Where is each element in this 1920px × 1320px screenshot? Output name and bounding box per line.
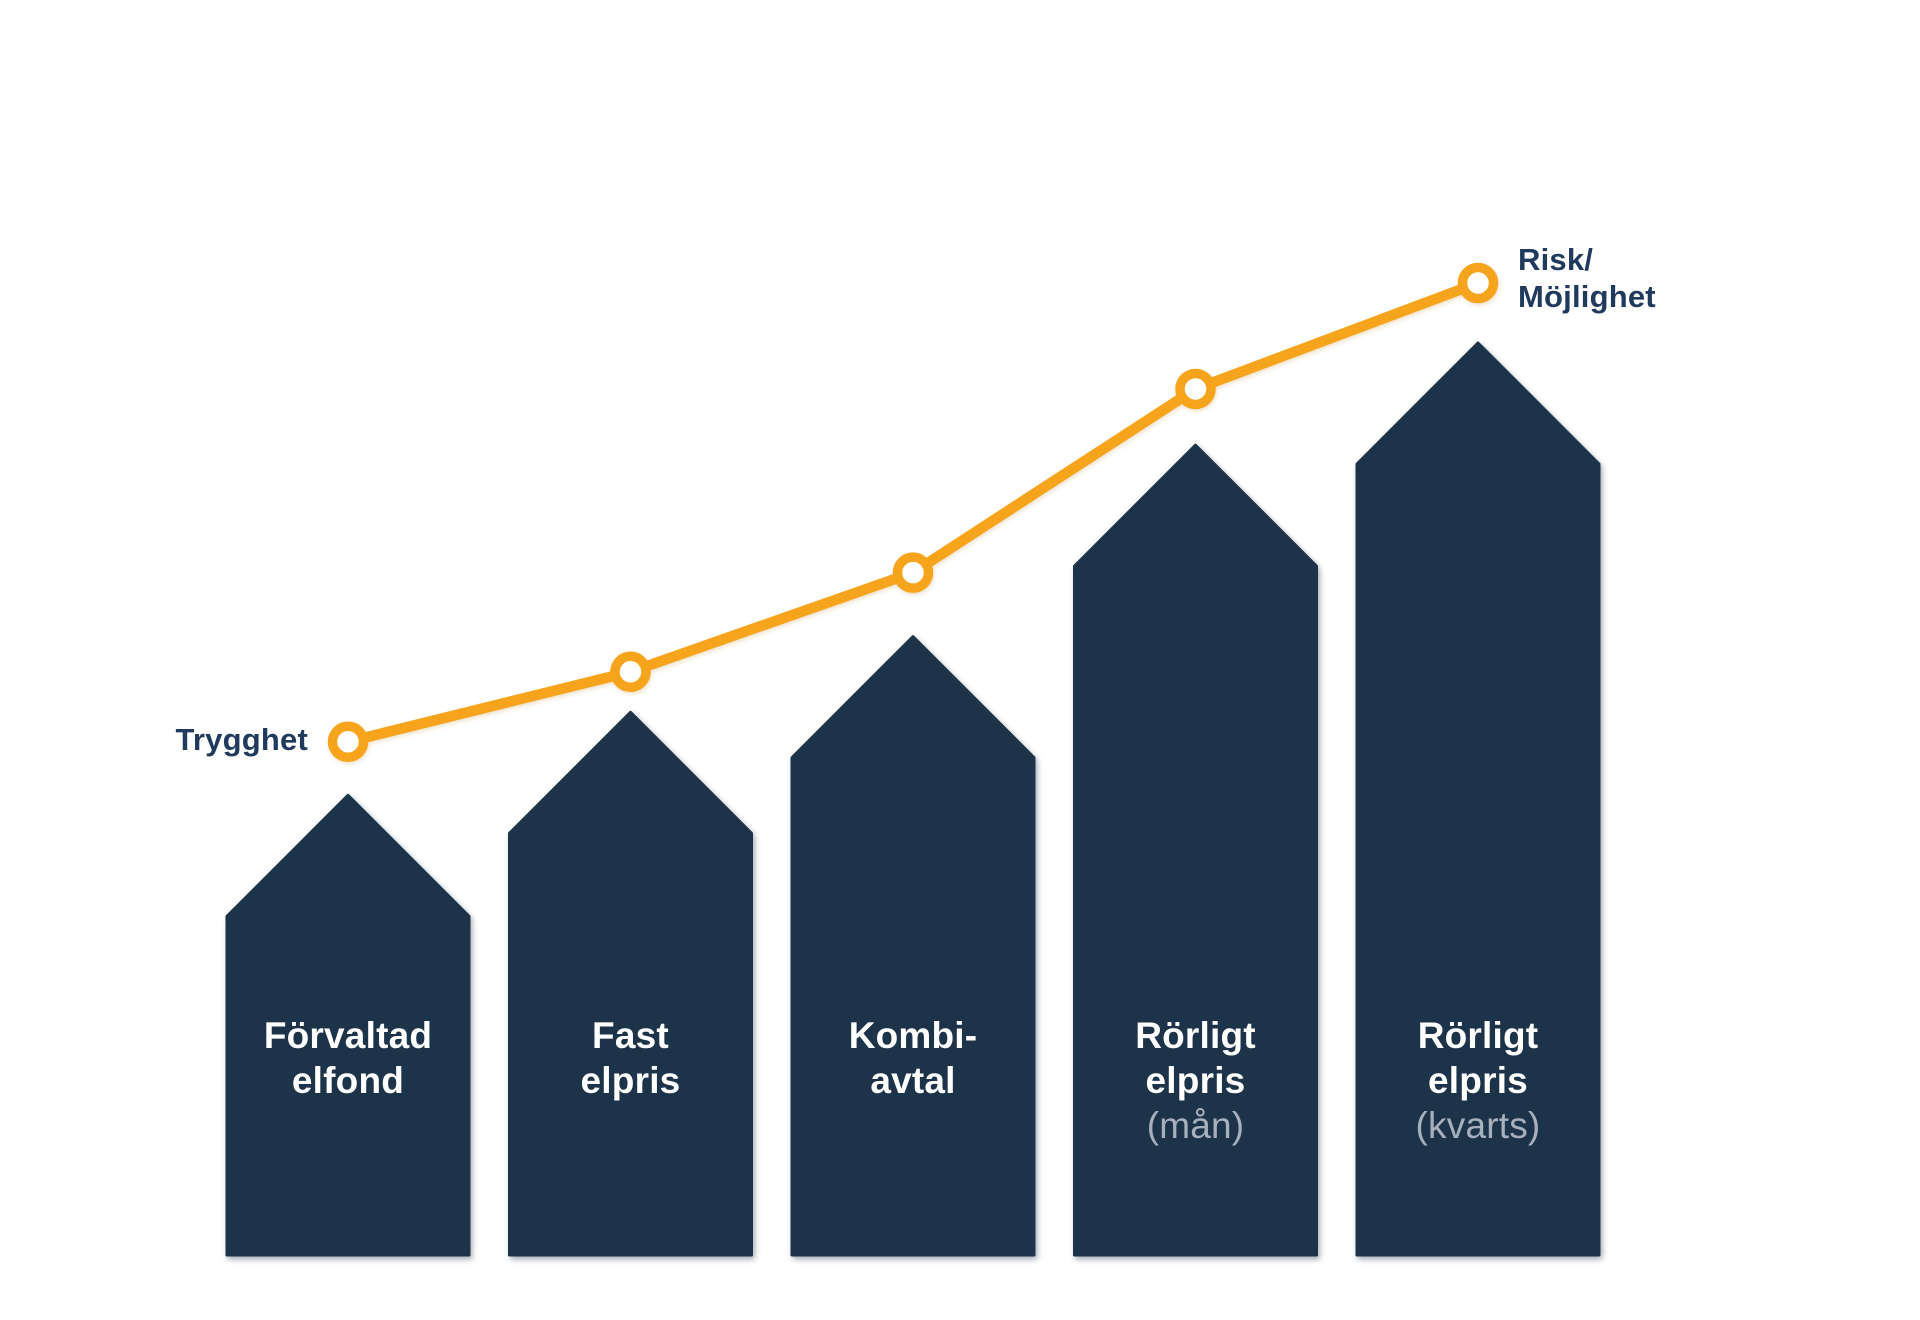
bar-label-line: Kombi- xyxy=(848,1015,978,1056)
bar-shape xyxy=(1355,341,1601,1257)
bar-label: Fast elpris xyxy=(510,1013,752,1103)
risk-line-layer xyxy=(327,262,1499,763)
bar-label: Rörligt elpris (kvarts) xyxy=(1357,1013,1599,1148)
bar-shape xyxy=(225,793,471,1257)
bar-shape xyxy=(508,710,753,1257)
line-marker xyxy=(327,721,369,763)
line-marker xyxy=(1175,368,1216,410)
bar-label-line: Fast xyxy=(592,1015,669,1056)
bar-label: Rörligt elpris (mån) xyxy=(1075,1013,1317,1148)
bar-label: Kombi-avtal xyxy=(792,1013,1034,1103)
bar-label-line: elpris xyxy=(1428,1060,1528,1101)
bar-sublabel: (mån) xyxy=(1146,1105,1245,1146)
line-marker xyxy=(892,552,934,593)
bar-shape xyxy=(790,635,1036,1257)
bar-label-line: Rörligt xyxy=(1417,1015,1539,1056)
bar-label-line: avtal xyxy=(870,1060,956,1101)
bar-label-line: Rörligt xyxy=(1135,1015,1256,1056)
line-marker xyxy=(1457,262,1499,304)
line-start-label: Trygghet xyxy=(175,722,308,757)
bar-sublabel: (kvarts) xyxy=(1415,1105,1541,1146)
bar-shape xyxy=(1073,443,1318,1257)
bar-label-line: elfond xyxy=(291,1060,405,1101)
bar-label-line: elpris xyxy=(580,1060,681,1101)
bar-label-line: Förvaltad xyxy=(263,1015,433,1056)
bars-layer xyxy=(225,341,1601,1257)
bar-label: Förvaltad elfond xyxy=(227,1013,469,1103)
bar-label-line: elpris xyxy=(1145,1060,1246,1101)
line-end-label: Risk/ Möjlighet xyxy=(1518,242,1656,314)
line-marker xyxy=(610,651,651,693)
